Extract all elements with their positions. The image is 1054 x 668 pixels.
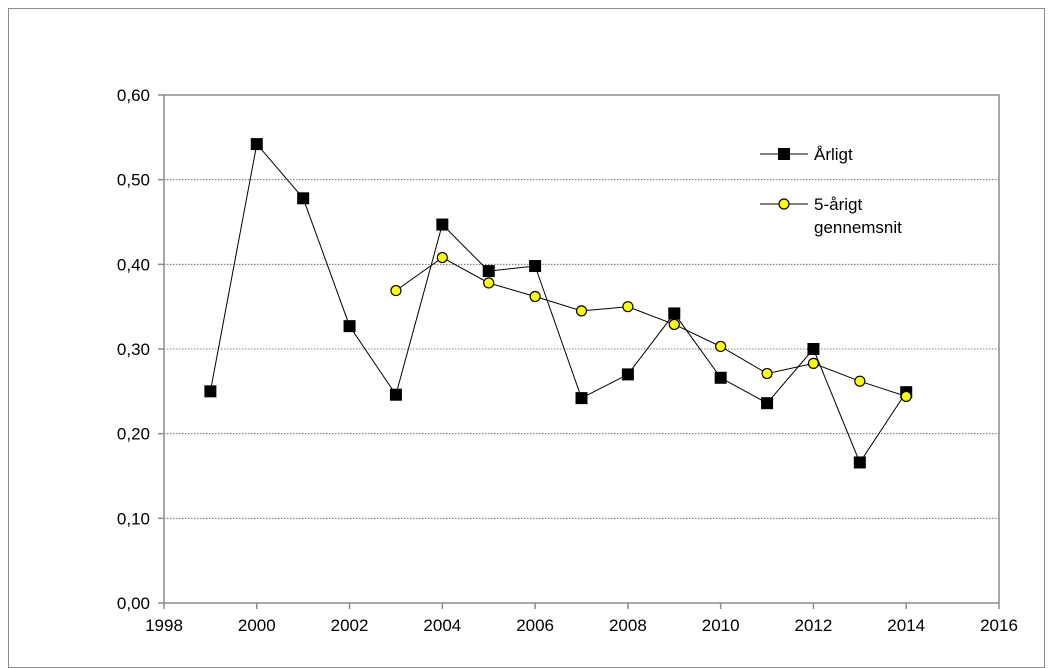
data-point-0-6 <box>482 265 495 278</box>
data-point-1-8 <box>761 367 773 380</box>
series-line-0 <box>209 142 907 464</box>
chart-frame <box>8 8 1045 668</box>
y-tick-label: 0,20 <box>117 425 150 444</box>
gridlines <box>164 179 999 519</box>
data-point-0-9 <box>621 368 634 381</box>
x-tick-label: 2012 <box>795 616 833 635</box>
data-point-1-4 <box>575 305 588 317</box>
data-point-0-0 <box>204 385 217 398</box>
y-tick-label: 0,00 <box>117 594 150 613</box>
axes: 0,00 0,10 0,20 0,30 0,40 0,50 0,60 1998 2000 2002… <box>117 86 1018 635</box>
y-tick-label: 0,60 <box>117 86 150 105</box>
data-point-0-11 <box>714 371 727 384</box>
series-line-1 <box>395 257 907 397</box>
x-tick-label: 2002 <box>331 616 369 635</box>
x-tick-label: 2000 <box>238 616 276 635</box>
legend-marker-1 <box>778 198 790 210</box>
data-point-1-1 <box>436 251 448 264</box>
x-tick-label: 2006 <box>516 616 554 635</box>
x-tick-label: 2008 <box>609 616 647 635</box>
data-point-1-2 <box>483 277 495 289</box>
data-point-1-3 <box>529 290 541 303</box>
data-point-0-12 <box>761 397 774 410</box>
x-tick-label: 1998 <box>145 616 183 635</box>
data-point-0-2 <box>297 192 310 205</box>
data-point-1-5 <box>622 301 634 313</box>
data-point-0-10 <box>668 307 681 320</box>
data-point-0-3 <box>343 320 356 333</box>
data-point-0-7 <box>529 260 542 273</box>
data-point-0-13 <box>807 343 820 355</box>
x-tick-label: 2014 <box>887 616 925 635</box>
legend-label: Årligt <box>814 145 853 164</box>
legend-marker-0 <box>778 148 790 160</box>
data-point-0-8 <box>575 392 588 405</box>
y-tick-label: 0,50 <box>117 171 150 190</box>
y-tick-label: 0,10 <box>117 509 150 528</box>
x-tick-label: 2016 <box>980 616 1018 635</box>
data-point-0-14 <box>853 456 866 469</box>
data-point-1-0 <box>390 284 402 297</box>
y-tick-label: 0,40 <box>117 255 150 274</box>
series <box>204 138 913 469</box>
x-tick-label: 2004 <box>423 616 461 635</box>
data-point-1-9 <box>807 357 820 369</box>
data-point-0-4 <box>389 388 402 401</box>
data-point-0-1 <box>250 138 263 151</box>
data-point-1-6 <box>668 318 680 331</box>
y-tick-label: 0,30 <box>117 340 150 359</box>
data-point-1-11 <box>900 390 912 403</box>
legend-label-line: gennemsnit <box>814 218 902 237</box>
legend-label-line: 5-årigt <box>814 195 862 214</box>
legend: Årligt 5-årigt gennemsnit <box>760 145 902 237</box>
data-point-1-7 <box>715 340 727 353</box>
data-point-1-10 <box>854 375 866 387</box>
x-tick-label: 2010 <box>702 616 740 635</box>
data-point-0-5 <box>436 218 449 231</box>
